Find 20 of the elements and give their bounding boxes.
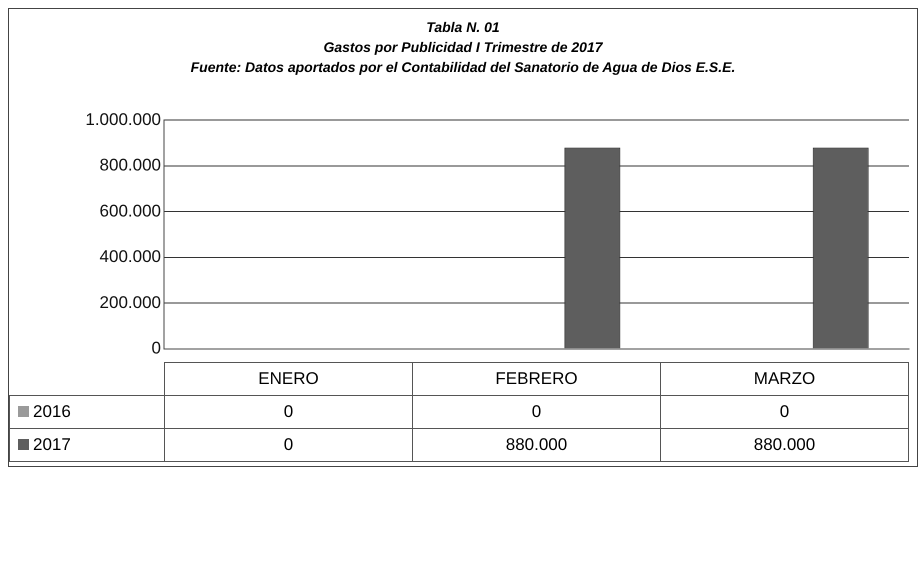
data-label: 880.000 <box>660 428 908 462</box>
source-note: Fuente: Datos aportados por el Contabilidad del Sanatorio de Agua de Dios E.S.E. <box>190 58 736 77</box>
y-tick-label: 1.000.000 <box>85 110 161 129</box>
x-tick-label: ENERO <box>164 362 412 396</box>
data-label: 0 <box>164 396 412 428</box>
y-tick-label: 200.000 <box>100 292 161 312</box>
x-tick-label: FEBRERO <box>412 362 660 396</box>
y-tick-label: 0 <box>152 338 161 358</box>
data-label: 0 <box>660 396 908 428</box>
y-tick-label: 800.000 <box>100 156 161 175</box>
chart-subtitle: Gastos por Publicidad I Trimestre de 2017 <box>322 38 604 57</box>
y-tick-label: 400.000 <box>100 247 161 266</box>
data-label: 880.000 <box>412 428 660 462</box>
data-label: 0 <box>164 428 412 462</box>
x-tick-label: MARZO <box>660 362 908 396</box>
legend-label: 2017 <box>10 428 164 462</box>
y-tick-label: 600.000 <box>100 201 161 220</box>
chart-title: Tabla N. 01 <box>425 18 501 37</box>
legend-label: 2016 <box>10 396 164 428</box>
data-label: 0 <box>412 396 660 428</box>
